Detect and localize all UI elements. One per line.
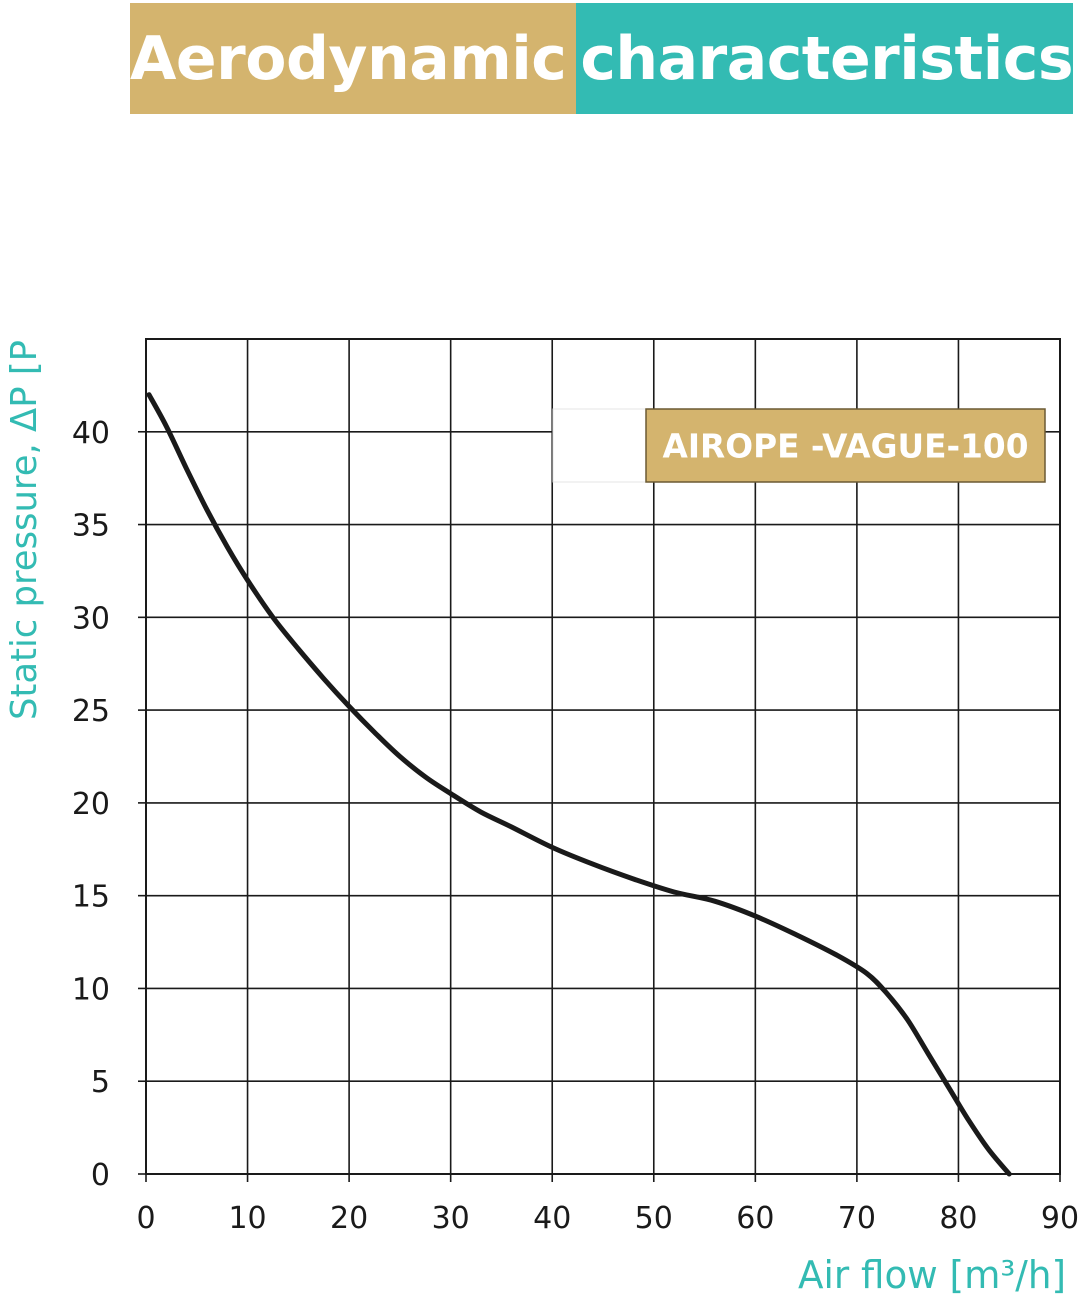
chart-title-part2: characteristics [580, 23, 1074, 94]
y-tick-label: 40 [72, 416, 110, 451]
y-tick-label: 20 [72, 787, 110, 822]
x-tick-label: 90 [1041, 1201, 1079, 1236]
axes [138, 338, 1061, 1182]
x-tick-label: 20 [330, 1201, 368, 1236]
y-tick-label: 35 [72, 509, 110, 544]
series-curves [146, 392, 1012, 1177]
series-curve-0 [146, 392, 1012, 1177]
x-axis-label: Air flow [m³/h] [798, 1253, 1066, 1296]
legend-entry-label: AIROPE -VAGUE-100 [663, 427, 1029, 466]
x-tick-label: 70 [838, 1201, 876, 1236]
x-tick-label: 40 [533, 1201, 571, 1236]
x-tick-label: 50 [635, 1201, 673, 1236]
title-banner-right: characteristics [576, 3, 1074, 114]
x-tick-label: 10 [228, 1201, 266, 1236]
plot-frame [145, 338, 1061, 1175]
y-tick-label: 10 [72, 972, 110, 1007]
y-tick-label: 30 [72, 601, 110, 636]
title-banner-left: Aerodynamic [130, 3, 577, 114]
legend-box [645, 408, 1046, 483]
y-tick-label: 15 [72, 880, 110, 915]
y-axis-label: Static pressure, ΔP [P [4, 340, 45, 720]
x-tick-label: 80 [939, 1201, 977, 1236]
x-tick-label: 30 [432, 1201, 470, 1236]
tick-labels: 0 10 20 30 40 50 60 70 80 90 0 5 10 15 20 25 30 35 40 [72, 416, 1079, 1236]
axis-labels: Static pressure, ΔP [P Air flow [m³/h] [4, 340, 1066, 1296]
x-tick-label: 0 [136, 1201, 155, 1236]
x-tick-label: 60 [736, 1201, 774, 1236]
y-tick-label: 25 [72, 694, 110, 729]
y-tick-label: 0 [91, 1158, 110, 1193]
chart-title-part1: Aerodynamic [130, 23, 567, 94]
legend: AIROPE -VAGUE-100 [552, 408, 1046, 483]
y-tick-label: 5 [91, 1065, 110, 1100]
title-banner: Aerodynamic characteristics [130, 3, 1074, 114]
